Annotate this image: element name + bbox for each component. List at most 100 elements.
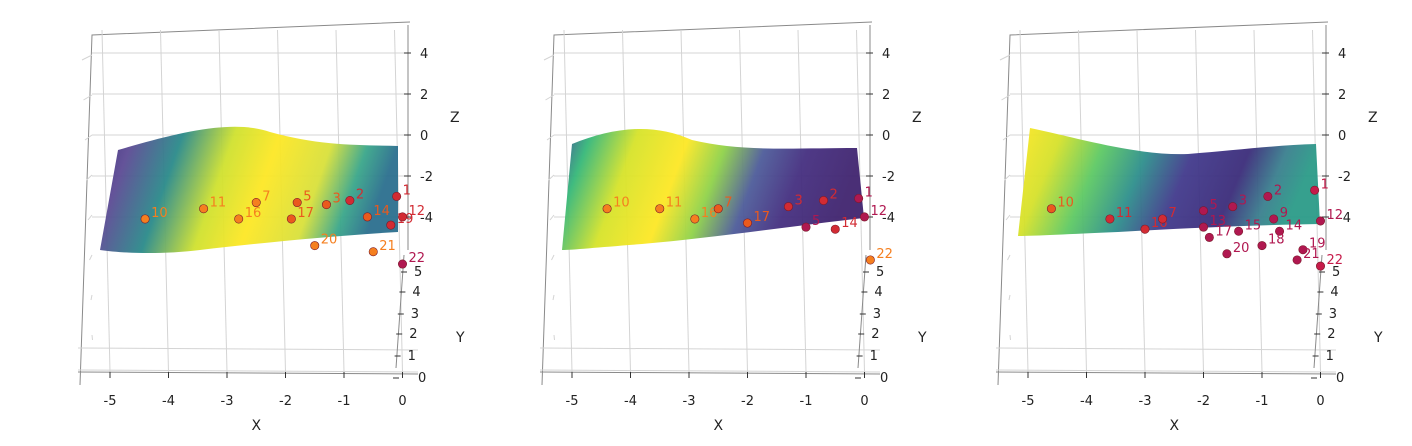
pane-edge <box>997 21 1329 386</box>
y-axis-title: Y <box>917 330 927 346</box>
point-label: 17 <box>1215 224 1232 239</box>
data-point <box>345 196 355 206</box>
data-point <box>602 204 612 214</box>
point-label: 20 <box>1233 241 1250 256</box>
wall-grid-line <box>549 214 555 221</box>
data-point <box>1204 232 1214 242</box>
point-label: 7 <box>1169 206 1177 221</box>
data-point <box>819 196 829 206</box>
z-axis-title: Z <box>450 110 460 126</box>
point-label: 3 <box>1239 194 1247 209</box>
x-axis-line <box>539 371 881 375</box>
data-point <box>392 191 402 201</box>
z-axis-title: Z <box>1368 110 1378 126</box>
wall-grid-line <box>1004 174 1011 181</box>
data-point <box>1158 214 1168 224</box>
z-tick-label: -2 <box>882 170 895 185</box>
data-point <box>1046 204 1056 214</box>
y-axis-title: Y <box>455 330 465 346</box>
y-tick-label: 1 <box>408 349 416 364</box>
data-point <box>859 212 869 222</box>
y-tick-label: 0 <box>880 371 888 386</box>
z-axis-title: Z <box>912 110 922 126</box>
data-point <box>1105 214 1115 224</box>
data-point <box>1140 224 1150 234</box>
wall-grid-line <box>1008 294 1011 301</box>
data-point <box>1316 261 1326 271</box>
data-point <box>1257 241 1267 251</box>
y-tick-label: 4 <box>874 285 882 300</box>
data-point <box>368 247 378 257</box>
data-point <box>362 212 372 222</box>
point-label: 1 <box>865 185 873 200</box>
point-label: 16 <box>245 206 262 221</box>
z-tick-label: 0 <box>1338 129 1346 144</box>
point-label: 21 <box>1303 247 1320 262</box>
point-label: 1 <box>403 183 411 198</box>
data-point <box>292 198 302 208</box>
y-tick-label: 5 <box>414 265 422 280</box>
z-tick-label: -4 <box>882 211 895 226</box>
x-tick-label: -2 <box>279 394 292 409</box>
point-label: 13 <box>1210 214 1227 229</box>
point-label: 9 <box>1280 206 1288 221</box>
point-label: 19 <box>1309 237 1326 252</box>
x-tick-label: -3 <box>221 394 234 409</box>
data-point <box>783 202 793 212</box>
wall-grid-line <box>84 134 93 141</box>
data-point <box>234 214 244 224</box>
x-tick-label: -4 <box>624 394 637 409</box>
point-label: 22 <box>409 251 426 266</box>
y-tick-label: 3 <box>411 307 419 322</box>
data-point <box>865 255 875 265</box>
y-tick-label: 0 <box>1336 371 1344 386</box>
z-tick-label: 4 <box>882 47 890 62</box>
x-tick-label: -2 <box>741 394 754 409</box>
x-tick-label: -5 <box>104 394 117 409</box>
wall-grid-line <box>552 294 555 301</box>
surface <box>100 126 398 254</box>
y-axis-line <box>857 254 867 369</box>
point-label: 10 <box>1057 196 1074 211</box>
z-tick-label: -2 <box>420 170 433 185</box>
point-label: 11 <box>210 196 227 211</box>
pane-edge <box>541 21 873 386</box>
z-tick-label: 2 <box>882 88 890 103</box>
x-tick-label: 0 <box>860 394 868 409</box>
y-tick-label: 2 <box>1327 327 1335 342</box>
point-label: 2 <box>830 188 838 203</box>
data-point <box>397 212 407 222</box>
floor-grid <box>77 347 419 373</box>
y-tick-label: 4 <box>412 285 420 300</box>
data-point <box>1199 222 1209 232</box>
z-tick-label: 2 <box>1338 88 1346 103</box>
data-point <box>1269 214 1279 224</box>
wall-grid-line <box>543 54 555 61</box>
y-tick-label: 1 <box>1326 349 1334 364</box>
x-tick-label: -4 <box>1080 394 1093 409</box>
wall-grid-line <box>545 94 555 101</box>
data-point <box>1263 191 1273 201</box>
data-point <box>854 193 864 203</box>
z-tick-label: 4 <box>1338 47 1346 62</box>
z-tick-label: 0 <box>420 129 428 144</box>
z-tick-label: 2 <box>420 88 428 103</box>
data-point <box>1199 206 1209 216</box>
wall-grid-line <box>83 94 93 101</box>
wall-grid-line <box>1001 94 1011 101</box>
point-label: 2 <box>1274 183 1282 198</box>
point-label: 14 <box>373 204 390 219</box>
y-tick-label: 5 <box>876 265 884 280</box>
x-tick-label: -1 <box>800 394 813 409</box>
point-label: 22 <box>876 247 893 262</box>
point-label: 11 <box>1116 206 1133 221</box>
x-tick-label: -3 <box>683 394 696 409</box>
point-label: 17 <box>297 206 314 221</box>
x-axis-title: X <box>713 418 723 434</box>
wall-grid-line <box>553 334 555 341</box>
x-grid-line <box>101 29 111 373</box>
point-label: 10 <box>613 196 630 211</box>
y-tick-label: 2 <box>409 327 417 342</box>
data-point <box>1228 202 1238 212</box>
